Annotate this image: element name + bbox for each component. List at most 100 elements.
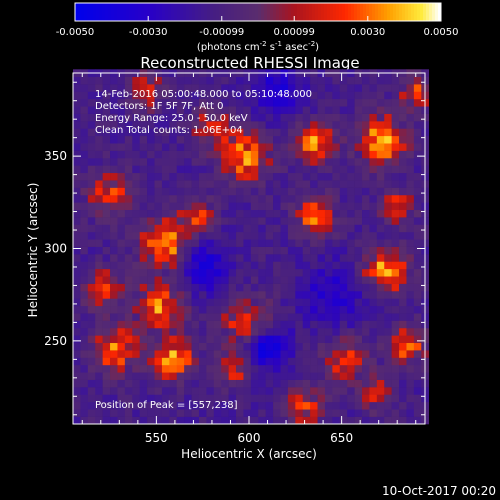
heatmap-pixel: [265, 357, 274, 366]
heatmap-pixel: [391, 342, 400, 351]
heatmap-pixel: [413, 357, 422, 366]
heatmap-pixel: [161, 379, 170, 388]
heatmap-pixel: [236, 261, 244, 270]
heatmap-pixel: [347, 217, 355, 225]
heatmap-pixel: [236, 335, 244, 344]
heatmap-pixel: [362, 194, 370, 203]
heatmap-pixel: [362, 305, 370, 314]
heatmap-pixel: [147, 231, 155, 240]
heatmap-pixel: [369, 76, 378, 85]
heatmap-pixel: [287, 121, 296, 129]
heatmap-pixel: [250, 165, 259, 174]
heatmap-pixel: [302, 157, 311, 166]
heatmap-pixel: [317, 320, 326, 329]
heatmap-pixel: [324, 327, 333, 336]
heatmap-pixel: [250, 313, 259, 321]
colorbar-cell: [210, 3, 214, 21]
heatmap-pixel: [102, 379, 111, 388]
heatmap-pixel: [295, 239, 304, 247]
heatmap-pixel: [347, 409, 355, 417]
heatmap-pixel: [132, 409, 140, 417]
colorbar-cell: [261, 3, 265, 21]
colorbar-cell: [192, 3, 196, 21]
colorbar-cell: [174, 3, 178, 21]
heatmap-pixel: [332, 261, 341, 270]
heatmap-pixel: [102, 106, 111, 114]
heatmap-pixel: [124, 372, 133, 380]
heatmap-pixel: [324, 387, 333, 395]
heatmap-pixel: [169, 231, 178, 240]
heatmap-pixel: [161, 246, 170, 255]
heatmap-pixel: [302, 401, 311, 410]
heatmap-pixel: [295, 91, 304, 100]
heatmap-pixel: [117, 135, 126, 144]
heatmap-pixel: [302, 121, 311, 129]
heatmap-pixel: [362, 401, 370, 410]
colorbar-cell: [345, 3, 349, 21]
heatmap-pixel: [184, 165, 192, 174]
heatmap-pixel: [250, 194, 259, 203]
heatmap-pixel: [176, 202, 185, 211]
heatmap-pixel: [147, 261, 155, 270]
heatmap-pixel: [399, 76, 407, 85]
heatmap-pixel: [347, 379, 355, 388]
heatmap-pixel: [102, 209, 111, 218]
heatmap-pixel: [161, 290, 170, 299]
heatmap-pixel: [406, 254, 415, 262]
heatmap-pixel: [399, 313, 407, 321]
heatmap-pixel: [250, 254, 259, 262]
heatmap-pixel: [154, 313, 163, 321]
heatmap-pixel: [169, 394, 178, 403]
heatmap-pixel: [154, 327, 163, 336]
heatmap-pixel: [376, 276, 385, 284]
heatmap-pixel: [154, 128, 163, 137]
heatmap-pixel: [73, 298, 81, 307]
heatmap-pixel: [287, 217, 296, 225]
heatmap-pixel: [154, 113, 163, 122]
heatmap-pixel: [243, 113, 252, 122]
heatmap-pixel: [221, 335, 229, 344]
heatmap-pixel: [228, 290, 237, 299]
heatmap-pixel: [265, 401, 274, 410]
heatmap-pixel: [102, 76, 111, 85]
heatmap-pixel: [250, 106, 259, 114]
heatmap-pixel: [399, 290, 407, 299]
heatmap-pixel: [221, 357, 229, 366]
heatmap-pixel: [213, 254, 222, 262]
heatmap-pixel: [339, 98, 348, 107]
heatmap-pixel: [176, 298, 185, 307]
heatmap-pixel: [317, 379, 326, 388]
heatmap-pixel: [176, 209, 185, 218]
heatmap-pixel: [154, 180, 163, 188]
heatmap-pixel: [87, 276, 96, 284]
heatmap-pixel: [250, 172, 259, 181]
heatmap-pixel: [317, 409, 326, 417]
heatmap-pixel: [221, 313, 229, 321]
colorbar-cell: [417, 3, 421, 21]
heatmap-pixel: [80, 342, 89, 351]
heatmap-pixel: [413, 335, 422, 344]
heatmap-pixel: [273, 261, 281, 270]
heatmap-pixel: [310, 283, 318, 292]
heatmap-pixel: [302, 172, 311, 181]
heatmap-pixel: [243, 106, 252, 114]
heatmap-pixel: [176, 276, 185, 284]
heatmap-pixel: [332, 150, 341, 159]
heatmap-pixel: [273, 357, 281, 366]
heatmap-pixel: [280, 409, 289, 417]
heatmap-pixel: [236, 254, 244, 262]
heatmap-pixel: [169, 313, 178, 321]
heatmap-pixel: [184, 379, 192, 388]
heatmap-pixel: [102, 187, 111, 196]
heatmap-pixel: [273, 254, 281, 262]
heatmap-pixel: [243, 320, 252, 329]
heatmap-pixel: [176, 401, 185, 410]
heatmap-pixel: [73, 172, 81, 181]
heatmap-pixel: [102, 98, 111, 107]
heatmap-pixel: [95, 128, 103, 137]
heatmap-pixel: [95, 157, 103, 166]
heatmap-pixel: [154, 106, 163, 114]
heatmap-pixel: [95, 416, 103, 425]
heatmap-pixel: [95, 305, 103, 314]
heatmap-pixel: [228, 143, 237, 151]
